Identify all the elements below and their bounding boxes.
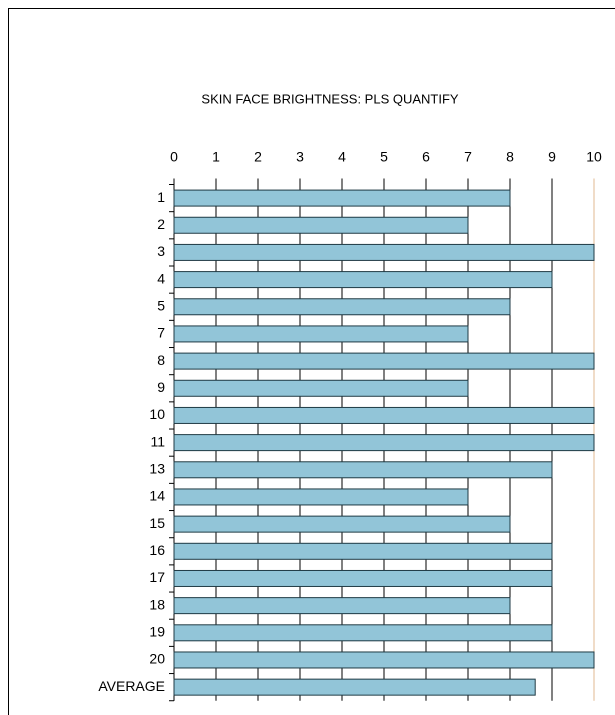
bar xyxy=(173,461,553,479)
bar xyxy=(173,271,553,289)
bar xyxy=(173,243,595,261)
bar xyxy=(173,434,595,452)
y-tick-label: 19 xyxy=(149,624,165,640)
x-tick-label: 7 xyxy=(464,149,472,165)
bar xyxy=(173,678,536,696)
chart-title: SKIN FACE BRIGHTNESS: PLS QUANTIFY xyxy=(201,91,458,106)
y-tick-label: AVERAGE xyxy=(98,678,165,694)
bar xyxy=(173,298,511,316)
bar xyxy=(173,379,469,397)
y-tick-label: 17 xyxy=(149,569,165,585)
bar xyxy=(173,352,595,370)
bar xyxy=(173,325,469,343)
y-tick-label: 7 xyxy=(157,325,165,341)
chart-border xyxy=(8,8,615,715)
y-tick-label: 13 xyxy=(149,460,165,476)
x-tick-label: 4 xyxy=(338,149,346,165)
y-tick-label: 20 xyxy=(149,651,165,667)
y-tick-label: 8 xyxy=(157,352,165,368)
y-tick-label: 2 xyxy=(157,216,165,232)
y-tick-label: 4 xyxy=(157,270,165,286)
y-tick-label: 5 xyxy=(157,297,165,313)
x-tick-label: 9 xyxy=(548,149,556,165)
y-tick-label: 15 xyxy=(149,515,165,531)
x-tick-label: 5 xyxy=(380,149,388,165)
bar xyxy=(173,542,553,560)
bar xyxy=(173,569,553,587)
y-tick-label: 3 xyxy=(157,243,165,259)
bar xyxy=(173,597,511,615)
y-tick-label: 9 xyxy=(157,379,165,395)
bar xyxy=(173,488,469,506)
x-tick-label: 8 xyxy=(506,149,514,165)
x-tick-label: 6 xyxy=(422,149,430,165)
x-tick-label: 3 xyxy=(296,149,304,165)
bar xyxy=(173,216,469,234)
bar xyxy=(173,189,511,207)
y-tick-label: 1 xyxy=(157,189,165,205)
y-tick-label: 16 xyxy=(149,542,165,558)
x-tick-label: 0 xyxy=(170,149,178,165)
y-tick-label: 14 xyxy=(149,488,165,504)
bar xyxy=(173,515,511,533)
x-tick-label: 2 xyxy=(254,149,262,165)
y-tick-label: 11 xyxy=(150,433,165,449)
x-tick-label: 10 xyxy=(586,149,602,165)
bar xyxy=(173,406,595,424)
bar xyxy=(173,651,595,669)
bar xyxy=(173,624,553,642)
x-tick-label: 1 xyxy=(212,149,220,165)
y-tick-label: 10 xyxy=(149,406,165,422)
y-tick-label: 18 xyxy=(149,596,165,612)
